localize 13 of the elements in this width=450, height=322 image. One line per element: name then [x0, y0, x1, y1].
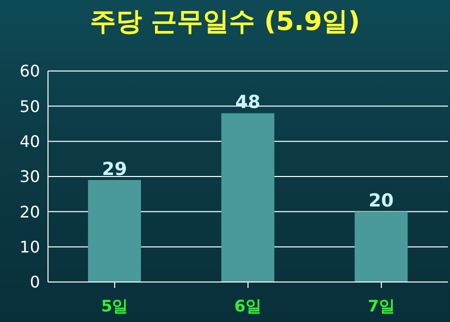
x-tick-label: 6일 [234, 296, 262, 316]
y-tick-label: 0 [30, 272, 40, 292]
y-tick-label: 20 [20, 202, 40, 222]
x-tick-label: 7일 [368, 296, 395, 316]
chart-title: 주당 근무일수 (5.9일) [89, 6, 361, 39]
y-tick-label: 40 [20, 132, 40, 152]
y-tick-label: 60 [20, 62, 40, 81]
y-tick-label: 10 [20, 238, 40, 257]
data-label: 20 [368, 190, 394, 212]
x-tick-label: 5일 [101, 296, 128, 316]
data-label: 29 [102, 159, 128, 180]
y-tick-label: 30 [20, 167, 40, 186]
y-tick-label: 50 [20, 96, 40, 116]
